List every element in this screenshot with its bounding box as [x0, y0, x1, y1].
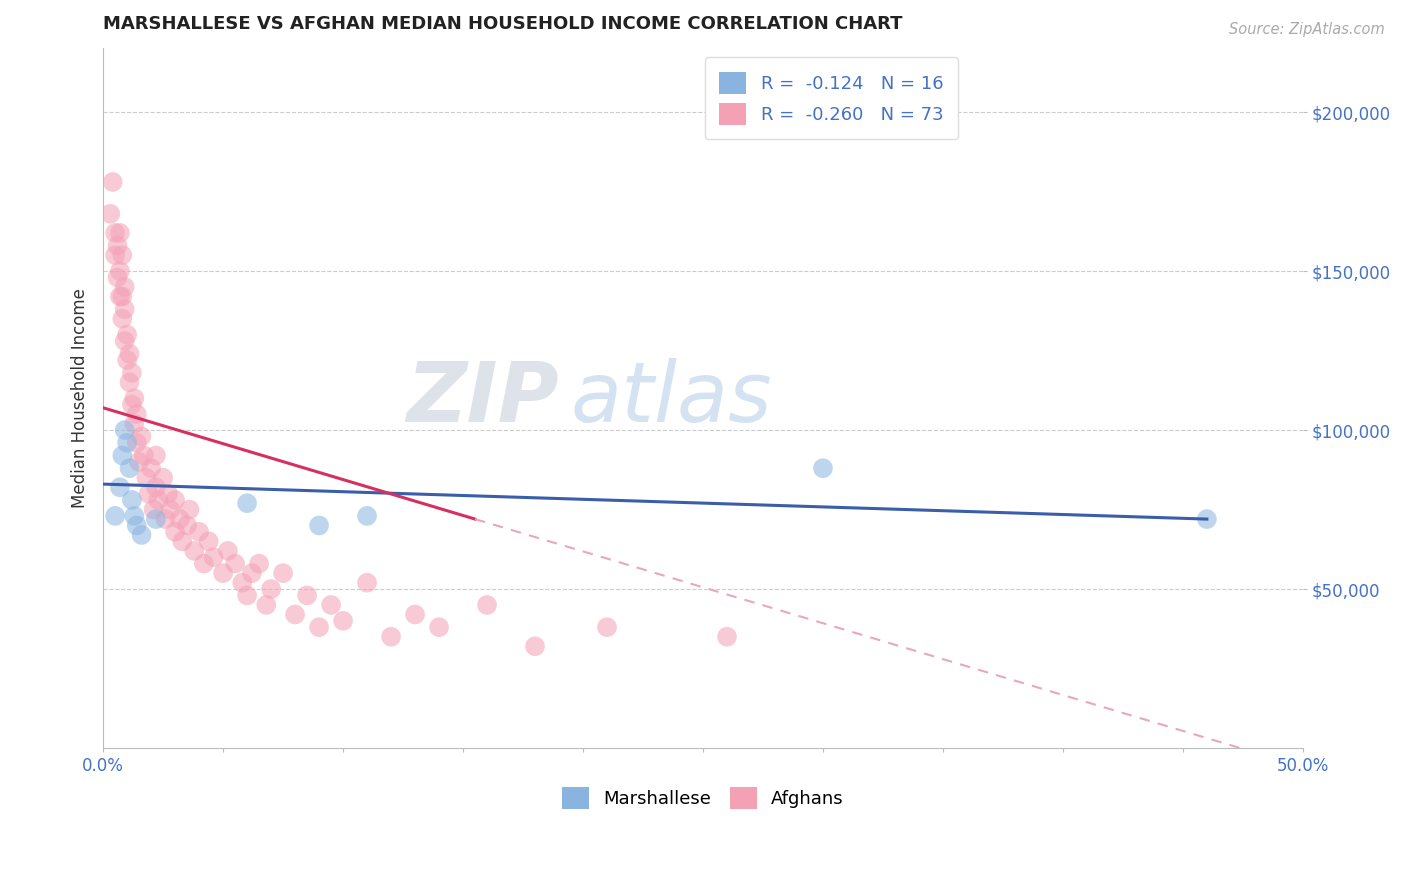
Point: [139, 461, 162, 475]
Point: [295, 588, 318, 602]
Point: [107, 238, 129, 252]
Point: [114, 423, 136, 437]
Point: [125, 518, 148, 533]
Point: [148, 493, 170, 508]
Point: [104, 248, 127, 262]
Point: [142, 502, 165, 516]
Point: [111, 311, 134, 326]
Point: [716, 630, 738, 644]
Point: [271, 566, 294, 581]
Point: [308, 620, 330, 634]
Point: [115, 353, 138, 368]
Point: [172, 534, 194, 549]
Point: [108, 480, 131, 494]
Point: [475, 598, 498, 612]
Point: [132, 449, 155, 463]
Point: [188, 524, 211, 539]
Point: [115, 435, 138, 450]
Point: [108, 226, 131, 240]
Point: [202, 550, 225, 565]
Text: atlas: atlas: [571, 358, 773, 439]
Point: [231, 575, 253, 590]
Point: [145, 449, 167, 463]
Point: [596, 620, 619, 634]
Point: [121, 398, 143, 412]
Point: [131, 429, 153, 443]
Point: [159, 502, 181, 516]
Point: [121, 366, 143, 380]
Point: [217, 544, 239, 558]
Point: [197, 534, 219, 549]
Point: [104, 226, 127, 240]
Point: [152, 471, 174, 485]
Text: ZIP: ZIP: [406, 358, 560, 439]
Point: [118, 461, 141, 475]
Point: [165, 493, 187, 508]
Point: [101, 175, 124, 189]
Point: [114, 334, 136, 348]
Point: [176, 518, 198, 533]
Point: [236, 588, 259, 602]
Point: [108, 264, 131, 278]
Point: [179, 502, 201, 516]
Point: [427, 620, 450, 634]
Point: [165, 524, 187, 539]
Point: [308, 518, 330, 533]
Point: [380, 630, 402, 644]
Point: [128, 455, 150, 469]
Point: [332, 614, 354, 628]
Point: [107, 270, 129, 285]
Point: [135, 471, 157, 485]
Point: [115, 327, 138, 342]
Point: [145, 512, 167, 526]
Point: [260, 582, 283, 596]
Point: [183, 544, 205, 558]
Point: [111, 248, 134, 262]
Point: [118, 376, 141, 390]
Point: [169, 512, 191, 526]
Point: [247, 557, 270, 571]
Point: [524, 640, 547, 654]
Point: [98, 207, 121, 221]
Point: [404, 607, 426, 622]
Point: [121, 493, 143, 508]
Point: [118, 347, 141, 361]
Point: [111, 449, 134, 463]
Point: [224, 557, 246, 571]
Point: [104, 508, 127, 523]
Text: Source: ZipAtlas.com: Source: ZipAtlas.com: [1229, 22, 1385, 37]
Legend: Marshallese, Afghans: Marshallese, Afghans: [555, 780, 851, 816]
Point: [125, 407, 148, 421]
Point: [108, 289, 131, 303]
Point: [114, 302, 136, 317]
Point: [124, 391, 146, 405]
Point: [156, 486, 179, 500]
Point: [124, 508, 146, 523]
Point: [131, 528, 153, 542]
Point: [284, 607, 307, 622]
Point: [193, 557, 215, 571]
Point: [356, 575, 378, 590]
Point: [138, 486, 160, 500]
Point: [114, 280, 136, 294]
Point: [319, 598, 342, 612]
Text: MARSHALLESE VS AFGHAN MEDIAN HOUSEHOLD INCOME CORRELATION CHART: MARSHALLESE VS AFGHAN MEDIAN HOUSEHOLD I…: [103, 15, 903, 33]
Point: [811, 461, 834, 475]
Point: [155, 512, 177, 526]
Point: [236, 496, 259, 510]
Point: [124, 417, 146, 431]
Point: [145, 480, 167, 494]
Point: [1195, 512, 1218, 526]
Point: [212, 566, 235, 581]
Point: [356, 508, 378, 523]
Point: [125, 435, 148, 450]
Point: [240, 566, 263, 581]
Point: [111, 289, 134, 303]
Y-axis label: Median Household Income: Median Household Income: [72, 288, 89, 508]
Point: [254, 598, 277, 612]
